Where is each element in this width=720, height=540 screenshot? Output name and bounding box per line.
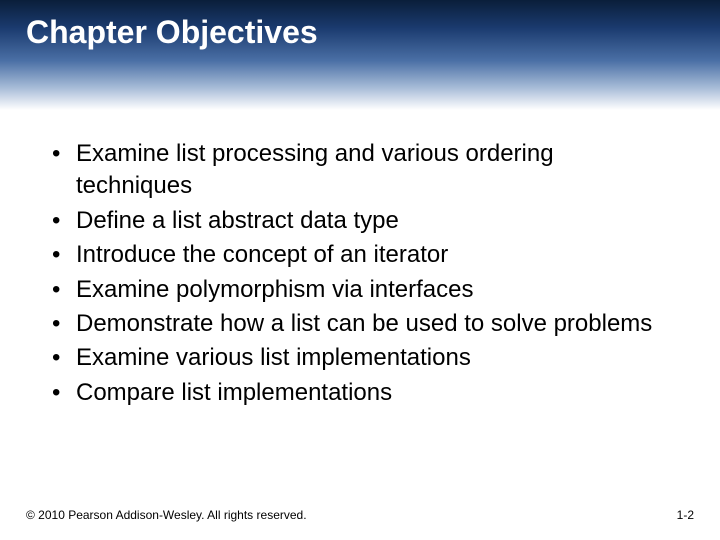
copyright-text: © 2010 Pearson Addison-Wesley. All right… [26, 508, 307, 522]
list-item: Examine polymorphism via interfaces [48, 274, 672, 306]
list-item: Examine various list implementations [48, 342, 672, 374]
page-number: 1-2 [677, 508, 694, 522]
slide-title: Chapter Objectives [26, 14, 694, 51]
list-item: Introduce the concept of an iterator [48, 239, 672, 271]
objectives-list: Examine list processing and various orde… [48, 138, 672, 409]
slide-header: Chapter Objectives [0, 0, 720, 110]
list-item: Demonstrate how a list can be used to so… [48, 308, 672, 340]
list-item: Examine list processing and various orde… [48, 138, 672, 203]
list-item: Define a list abstract data type [48, 205, 672, 237]
slide-footer: © 2010 Pearson Addison-Wesley. All right… [0, 508, 720, 522]
list-item: Compare list implementations [48, 377, 672, 409]
slide-content: Examine list processing and various orde… [0, 110, 720, 409]
